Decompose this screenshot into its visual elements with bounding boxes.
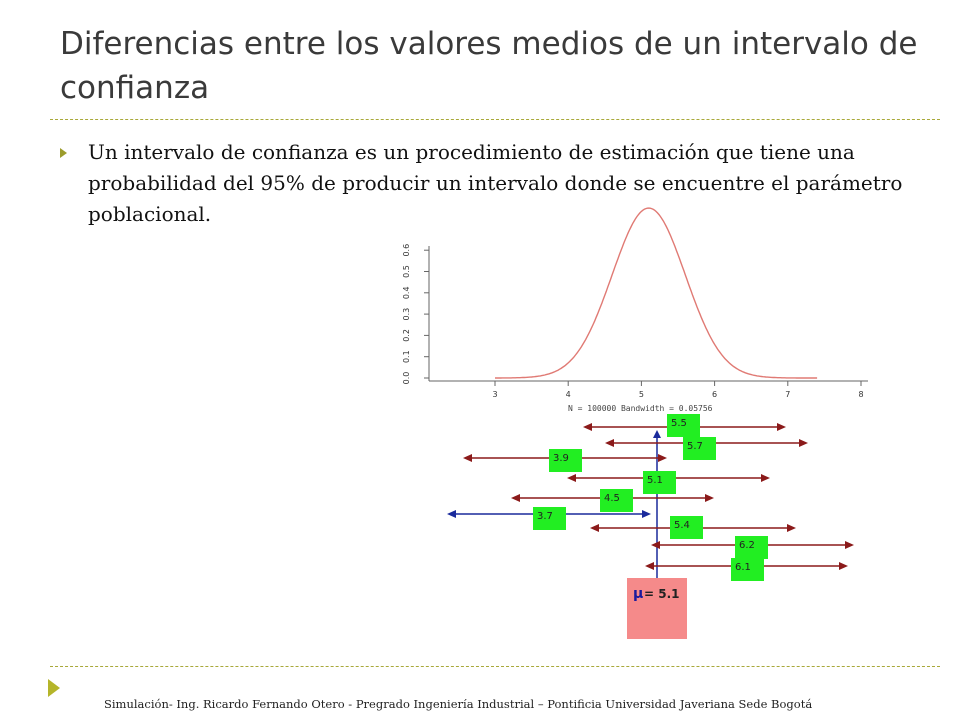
plot-caption: N = 100000 Bandwidth = 0.05756 [568, 404, 713, 413]
footer-text: Simulación- Ing. Ricardo Fernando Otero … [104, 697, 813, 711]
x-tick-label: 5 [639, 390, 644, 399]
mu-symbol: μ [633, 586, 643, 602]
right-arrowhead-icon [787, 524, 796, 532]
left-arrowhead-icon [590, 524, 599, 532]
left-arrowhead-icon [605, 439, 614, 447]
right-arrowhead-icon [761, 474, 770, 482]
y-tick-label: 0.1 [402, 350, 411, 363]
interval-label: 5.4 [674, 520, 690, 531]
interval-label: 5.5 [671, 418, 687, 429]
plot-background [373, 243, 879, 413]
mu-box [627, 578, 687, 639]
title-divider [50, 119, 940, 120]
left-arrowhead-icon [567, 474, 576, 482]
interval-label-box [683, 437, 716, 460]
left-arrowhead-icon [583, 423, 592, 431]
y-tick-label: 0.5 [402, 265, 411, 278]
confidence-intervals: 5.5 5.7 3.9 5.1 4.5 3.7 5.4 6.2 6.1 [447, 414, 854, 581]
bullet-arrow-icon [60, 148, 67, 158]
density-plot: 3 4 5 6 7 8 0.0 0.1 0.2 0.3 0.4 0.5 0.6 N = 100000 … [373, 207, 879, 413]
y-tick-label: 0.4 [402, 286, 411, 299]
interval-label: 6.1 [735, 562, 751, 573]
interval-label: 5.7 [687, 441, 703, 452]
footer-arrow-icon [48, 679, 60, 697]
interval-label-box [549, 449, 582, 472]
interval-label-box [667, 414, 700, 437]
x-tick-label: 8 [858, 390, 863, 399]
y-ticks: 0.0 0.1 0.2 0.3 0.4 0.5 0.6 [402, 244, 429, 385]
bullet-text: Un intervalo de confianza es un procedim… [88, 140, 903, 226]
right-arrowhead-icon [658, 454, 667, 462]
y-tick-label: 0.0 [402, 372, 411, 385]
interval-label-box [533, 507, 566, 530]
left-arrowhead-icon [447, 510, 456, 518]
slide-title: Diferencias entre los valores medios de … [60, 26, 918, 106]
interval-label-box [670, 516, 703, 539]
interval-label: 5.1 [647, 475, 663, 486]
interval-label: 3.7 [537, 511, 553, 522]
y-tick-label: 0.2 [402, 329, 411, 342]
footer-divider [50, 666, 940, 667]
interval-label-box [643, 471, 676, 494]
interval-label: 4.5 [604, 493, 620, 504]
right-arrowhead-icon [845, 541, 854, 549]
density-curve [495, 207, 818, 379]
left-arrowhead-icon [645, 562, 654, 570]
y-tick-label: 0.3 [402, 308, 411, 321]
right-arrowhead-icon [799, 439, 808, 447]
interval-label-box [731, 558, 764, 581]
right-arrowhead-icon [642, 510, 651, 518]
x-tick-label: 3 [492, 390, 497, 399]
interval-label: 3.9 [553, 453, 569, 464]
mu-value: = 5.1 [644, 587, 680, 601]
x-tick-label: 4 [566, 390, 571, 399]
left-arrowhead-icon [511, 494, 520, 502]
right-arrowhead-icon [705, 494, 714, 502]
interval-label-box [600, 489, 633, 512]
x-tick-label: 7 [785, 390, 790, 399]
left-arrowhead-icon [651, 541, 660, 549]
x-ticks: 3 4 5 6 7 8 [492, 381, 864, 399]
interval-label-box [735, 536, 768, 559]
y-tick-label: 0.6 [402, 244, 411, 257]
interval-label: 6.2 [739, 540, 755, 551]
right-arrowhead-icon [839, 562, 848, 570]
x-tick-label: 6 [712, 390, 717, 399]
right-arrowhead-icon [777, 423, 786, 431]
left-arrowhead-icon [463, 454, 472, 462]
true-mean-arrowhead-icon [653, 430, 661, 438]
